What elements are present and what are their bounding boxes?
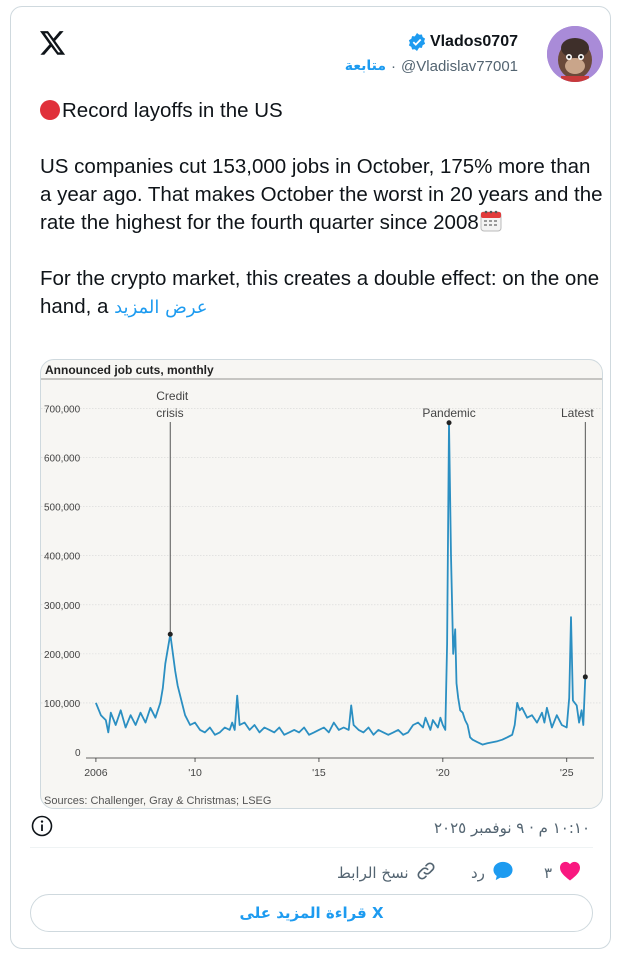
like-button[interactable]: ٣ [544,861,581,885]
annotation-label: Latest [561,406,594,420]
series-line [95,421,587,746]
annotation-label: Credit [156,389,189,403]
x-tick-label: '25 [560,767,574,779]
speech-bubble-icon [492,861,514,885]
chart-source: Sources: Challenger, Gray & Christmas; L… [44,795,271,807]
handle-separator: · [391,58,397,75]
headline-line: Record layoffs in the US [40,97,606,125]
tweet-body: Record layoffs in the US US companies cu… [40,97,606,322]
follow-button[interactable]: متابعة [344,58,387,74]
tweet-card: Vlados0707 متابعة · @Vladislav77001 Reco… [10,6,611,949]
x-tick-label: '20 [436,767,450,779]
x-tick-label: '10 [188,767,202,779]
verified-badge-icon [408,33,426,51]
y-tick-label: 600,000 [44,454,81,465]
chart-image[interactable]: Announced job cuts, monthly 0 100,000 200,… [40,359,603,809]
show-more-link[interactable]: عرض المزيد [114,297,208,318]
chart-title: Announced job cuts, monthly [45,363,214,377]
red-circle-emoji [40,100,60,120]
y-tick-label: 200,000 [44,650,81,661]
x-tick-label: '15 [312,767,326,779]
display-name[interactable]: Vlados0707 [429,33,518,50]
y-tick-label: 0 [75,748,81,759]
paragraph-2: US companies cut 153,000 jobs in October… [40,153,606,237]
y-tick-label: 300,000 [44,601,81,612]
action-bar: ٣ رد نسخ الرابط [1,857,621,887]
annotation-label: Pandemic [422,406,475,420]
paragraph-2-text: US companies cut 153,000 jobs in October… [40,155,603,234]
y-tick-label: 400,000 [44,552,81,563]
avatar[interactable] [547,26,603,82]
headline-text: Record layoffs in the US [62,99,283,122]
y-tick-label: 100,000 [44,699,81,710]
read-more-button[interactable]: قراءة المزيد على X [30,894,593,932]
paragraph-3: For the crypto market, this creates a do… [40,265,606,322]
annotation-point [167,631,173,637]
like-count: ٣ [544,864,553,882]
info-icon[interactable] [31,815,53,837]
x-logo-icon[interactable] [40,31,68,55]
divider [30,847,593,848]
job-cuts-chart: Announced job cuts, monthly 0 100,000 200,… [41,363,602,807]
user-handle[interactable]: @Vladislav77001 [401,58,518,75]
copy-link-button[interactable]: نسخ الرابط [337,861,436,885]
x-tick-label: 2006 [84,767,108,779]
y-tick-label: 500,000 [44,503,81,514]
user-info: Vlados0707 متابعة · @Vladislav77001 [345,33,518,75]
copy-link-label: نسخ الرابط [337,864,409,882]
annotation-label: crisis [156,406,183,420]
paragraph-3-text: For the crypto market, this creates a do… [40,267,600,318]
annotation-point [446,420,452,426]
calendar-emoji [479,209,503,233]
annotation-point [582,674,588,680]
link-icon [416,861,436,885]
heart-icon [559,861,581,885]
reply-label: رد [471,864,485,882]
y-tick-label: 700,000 [44,405,81,416]
reply-button[interactable]: رد [471,861,514,885]
timestamp[interactable]: ١٠:١٠ م · ٩ نوفمبر ٢٠٢٥ [433,819,590,837]
